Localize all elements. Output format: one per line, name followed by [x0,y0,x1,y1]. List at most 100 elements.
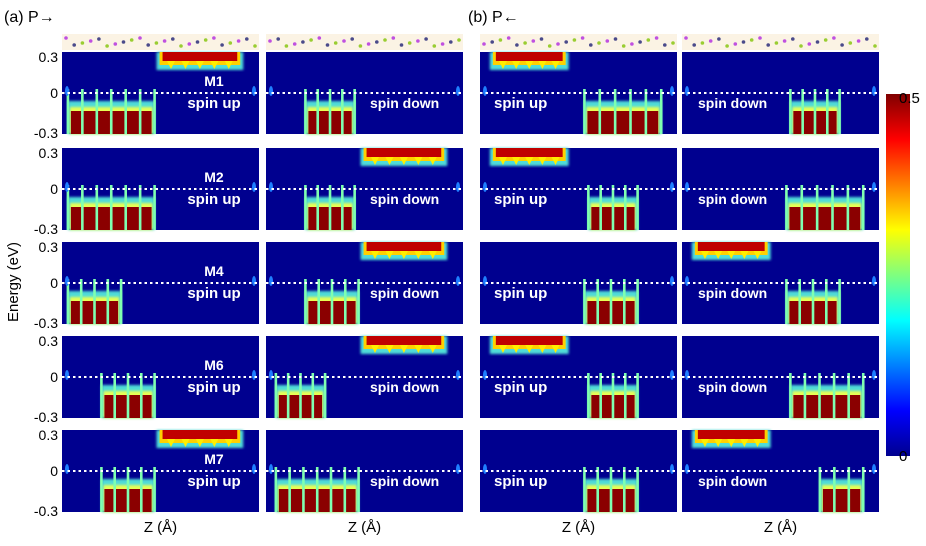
edge-state [685,464,689,474]
edge-state [65,370,69,380]
structure-atom [424,37,428,41]
structure-atom [708,39,713,43]
structure-atom [774,41,779,45]
spin-label: spin up [494,95,547,112]
valence-spike [596,279,600,324]
edge-state [483,370,487,380]
y-tick-label: 0.3 [39,239,59,255]
valence-spike [815,185,819,230]
structure-atom [684,36,688,40]
conduction-spike [428,157,437,165]
structure-atom [399,43,404,47]
structure-atom [391,36,396,40]
conduction-spike [414,345,423,353]
structure-atom [301,40,305,44]
structure-atom [646,38,651,42]
structure-atom [268,39,272,43]
valence-spike [316,185,320,230]
conduction-spike [224,61,233,69]
spin-label: spin down [698,191,767,207]
conduction-fill [697,430,765,439]
conduction-spike [195,439,204,447]
spin-label: spin down [370,379,439,395]
structure-atom [663,43,667,47]
valence-spike [596,467,600,512]
spin-label: spin up [494,191,547,208]
structure-atom [589,43,593,47]
edge-state [685,370,689,380]
conduction-spike [512,157,521,165]
conduction-spike [753,439,762,447]
valence-spike [847,373,850,418]
y-tick-label: 0 [50,275,58,291]
conduction-fill [366,148,442,157]
y-tick-label: 0 [50,369,58,385]
valence-spike [274,373,278,418]
valence-fill [789,207,861,230]
valence-spike [838,89,841,134]
structure-atom [490,40,495,44]
spin-label: spin down [370,285,439,301]
structure-atom [873,44,877,48]
edge-state [65,86,69,96]
spin-label: spin up [187,379,240,396]
structure-atom [432,44,437,48]
conduction-fill [162,430,238,439]
structure-atom [605,39,610,43]
conduction-spike [414,157,423,165]
edge-state [269,86,273,96]
conduction-spike [727,439,736,447]
edge-state [269,182,273,192]
conduction-spike [551,157,560,165]
valence-spike [846,185,850,230]
structure-atom [88,39,93,43]
spin-label: spin down [698,95,767,111]
spin-label: spin down [698,285,767,301]
valence-spike [818,373,821,418]
valence-spike [330,279,334,324]
valence-spike [304,89,307,134]
valence-spike [66,89,70,134]
valence-spike [583,279,586,324]
panel-title-b: (b) P← [468,9,519,26]
edge-state [483,276,487,286]
conduction-spike [538,61,547,69]
spin-label: spin down [698,379,767,395]
atomic-structure-strip [62,34,879,50]
valence-spike [623,185,627,230]
edge-state [456,182,460,192]
structure-atom [547,44,552,48]
conduction-spike [385,251,394,259]
valence-spike [609,279,613,324]
model-label: M7 [204,451,224,467]
heatmap-panels: M1 spin up spin down M2 spin up spin down M4 sp… [62,52,879,512]
valence-spike [66,185,70,230]
structure-atom [613,37,618,41]
conduction-spike [385,157,394,165]
valence-spike [825,279,828,324]
conduction-spike [210,439,219,447]
valence-spike [583,467,586,512]
heatmap-panel: spin down [266,148,463,230]
edge-state [670,464,674,474]
valence-spike [861,185,865,230]
valence-spike [847,467,851,512]
valence-spike [798,279,802,324]
y-tick-label: 0.3 [39,49,59,65]
valence-spike [587,185,590,230]
x-axis-label: Z (Å) [764,519,797,536]
valence-spike [109,185,113,230]
valence-spike [138,89,142,134]
structure-atom [276,37,281,41]
valence-fill [793,395,861,418]
edge-state [65,276,69,286]
structure-atom [638,40,642,44]
valence-spike [66,279,70,324]
valence-spike [785,185,788,230]
structure-atom [333,41,338,45]
valence-spike [304,279,307,324]
heatmap-panel: spin down [682,242,879,324]
valence-spike [861,373,865,418]
panel-title-a: (a) P→ [4,9,55,26]
valence-spike [583,89,586,134]
